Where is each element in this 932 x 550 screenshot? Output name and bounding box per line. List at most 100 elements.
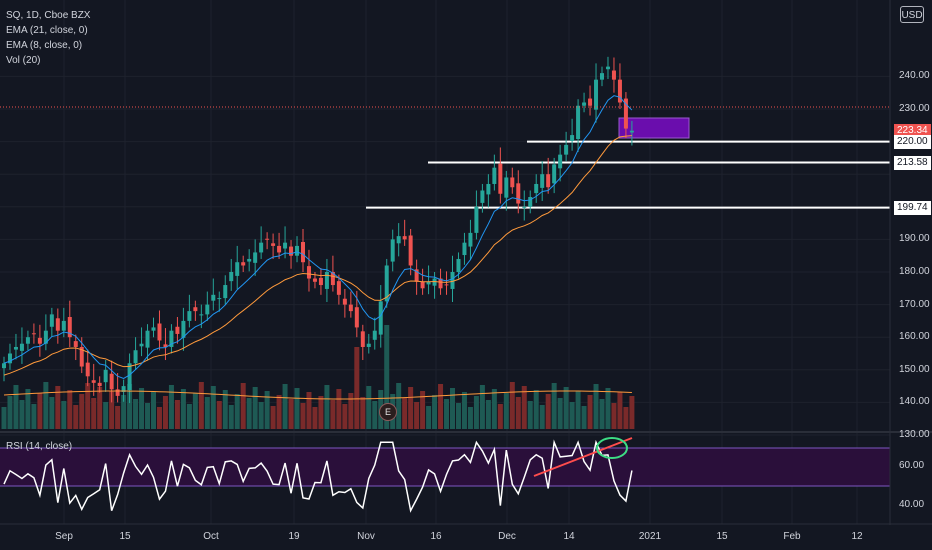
volume-bar — [145, 403, 151, 429]
volume-bar — [330, 400, 336, 429]
volume-bar — [587, 395, 593, 429]
candle-body — [85, 362, 90, 377]
price-tick: 130.00 — [899, 429, 930, 440]
volume-bar — [581, 406, 587, 429]
level-price-label: 213.58 — [894, 155, 931, 170]
volume-bar — [109, 391, 115, 429]
volume-bar — [348, 393, 354, 429]
candle-body — [594, 79, 599, 110]
volume-bar — [240, 383, 246, 429]
currency-button[interactable]: USD — [900, 6, 924, 23]
volume-bar — [354, 347, 360, 429]
volume-bar — [49, 397, 55, 429]
price-tick: 160.00 — [899, 331, 930, 343]
candle-body — [169, 330, 174, 347]
volume-bar — [115, 406, 121, 429]
level-price-label: 199.74 — [894, 200, 931, 215]
volume-bar — [623, 407, 629, 429]
volume-bar — [252, 387, 258, 429]
volume-bar — [408, 387, 414, 429]
candle-body — [617, 79, 622, 103]
candle-body — [283, 242, 288, 249]
ema21-line — [3, 135, 632, 376]
volume-bar — [515, 397, 521, 429]
volume-bar — [444, 399, 450, 429]
volume-bar — [91, 398, 97, 429]
earnings-marker[interactable]: E — [379, 403, 397, 421]
candle-body — [384, 265, 389, 302]
candle-body — [420, 281, 425, 289]
candle-body — [109, 373, 114, 390]
candle-body — [498, 163, 503, 194]
price-tick: 230.00 — [899, 103, 930, 114]
rsi-tick: 40.00 — [899, 499, 925, 510]
candle-body — [426, 281, 431, 285]
symbol-title[interactable]: SQ, 1D, Cboe BZX — [6, 10, 91, 21]
candle-body — [576, 105, 581, 139]
volume-bar — [575, 391, 581, 429]
candle-body — [193, 307, 198, 312]
candle-body — [564, 144, 569, 155]
volume-bar — [533, 390, 539, 429]
rsi-trendline — [533, 437, 633, 477]
candle-body — [444, 284, 449, 286]
volume-bar — [294, 388, 300, 429]
candle-body — [187, 311, 192, 321]
volume-bar — [491, 389, 497, 429]
volume-bar — [7, 396, 13, 429]
time-tick: 19 — [288, 531, 300, 542]
volume-bar — [127, 384, 133, 429]
candle-body — [55, 318, 60, 331]
candle-body — [259, 242, 264, 253]
candle-body — [73, 341, 78, 347]
volume-bar — [342, 404, 348, 429]
volume-bar — [467, 407, 473, 429]
volume-bar — [420, 391, 426, 429]
volume-bar — [539, 405, 545, 429]
candle-body — [450, 272, 455, 289]
indicator-ema8[interactable]: EMA (8, close, 0) — [6, 40, 83, 51]
candle-body — [342, 298, 347, 305]
candle-body — [79, 346, 84, 367]
candle-body — [295, 245, 300, 256]
candle-body — [318, 277, 323, 286]
candle-body — [175, 326, 180, 334]
time-tick: Nov — [357, 531, 375, 542]
rsi-line — [3, 439, 633, 513]
candle-body — [366, 343, 371, 347]
candle-body — [133, 350, 138, 364]
indicator-rsi[interactable]: RSI (14, close) — [6, 441, 73, 452]
volume-bars — [1, 325, 635, 429]
volume-bar — [300, 403, 306, 429]
time-tick: 16 — [430, 531, 442, 542]
volume-bar — [210, 386, 216, 429]
volume-bar — [25, 389, 31, 429]
volume-bar — [192, 393, 198, 429]
indicator-ema21[interactable]: EMA (21, close, 0) — [6, 25, 88, 36]
volume-bar — [258, 402, 264, 429]
volume-bar — [37, 393, 43, 429]
candle-body — [552, 164, 557, 184]
indicator-volume[interactable]: Vol (20) — [6, 55, 41, 66]
candle-body — [115, 389, 120, 396]
volume-bar — [174, 400, 180, 429]
candle-body — [372, 330, 377, 340]
candle-body — [570, 135, 575, 141]
candle-body — [211, 294, 216, 301]
volume-bar — [216, 401, 222, 429]
candle-body — [271, 243, 276, 246]
chart-grid — [0, 0, 890, 524]
candle-body — [600, 73, 604, 80]
volume-bar — [336, 389, 342, 429]
candle-body — [241, 262, 246, 266]
time-tick: 2021 — [638, 531, 662, 542]
volume-bar — [509, 382, 515, 429]
candle-body — [157, 323, 162, 341]
time-tick: 12 — [851, 531, 863, 542]
volume-bar — [162, 396, 168, 429]
volume-bar — [527, 401, 533, 429]
volume-bar — [569, 402, 575, 429]
volume-bar — [312, 407, 318, 429]
support-levels — [366, 140, 890, 209]
